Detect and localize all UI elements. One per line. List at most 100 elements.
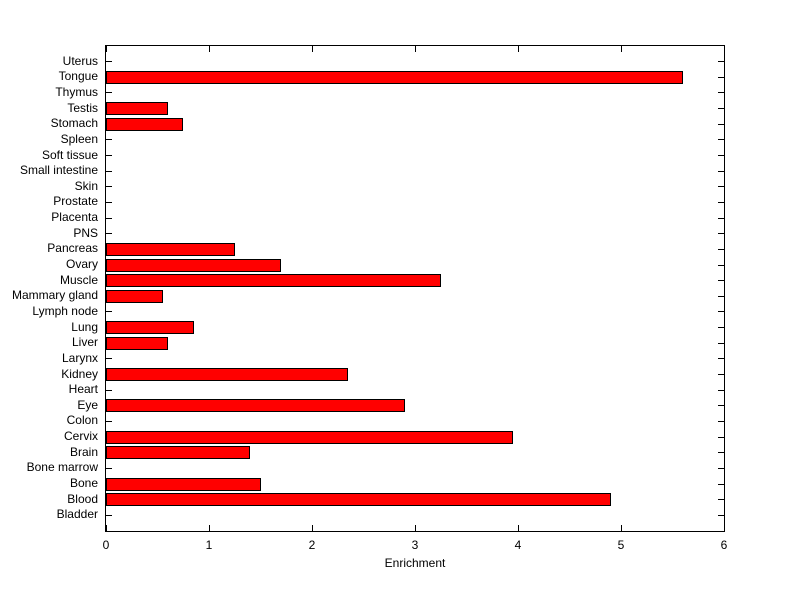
y-tick-label-brain: Brain <box>69 445 98 459</box>
y-tick-label-skin: Skin <box>74 179 98 193</box>
y-tick-label-lung: Lung <box>71 320 98 334</box>
bar-mammary-gland <box>106 290 163 303</box>
y-tick-right-bladder <box>718 515 724 516</box>
y-tick-label-heart: Heart <box>68 382 98 396</box>
x-tick-3 <box>415 525 416 531</box>
y-tick-right-testis <box>718 108 724 109</box>
x-tick-label-5: 5 <box>617 538 625 552</box>
y-tick-bladder <box>106 515 112 516</box>
bar-tongue <box>106 71 683 84</box>
x-tick-top-2 <box>312 46 313 52</box>
plot-area <box>105 45 725 532</box>
y-tick-pns <box>106 233 112 234</box>
y-tick-heart <box>106 390 112 391</box>
bar-eye <box>106 399 405 412</box>
y-tick-right-larynx <box>718 358 724 359</box>
x-axis-title: Enrichment <box>384 556 446 570</box>
y-tick-right-colon <box>718 421 724 422</box>
y-tick-bone-marrow <box>106 468 112 469</box>
y-tick-prostate <box>106 202 112 203</box>
y-tick-spleen <box>106 139 112 140</box>
y-tick-right-eye <box>718 405 724 406</box>
y-tick-lymph-node <box>106 311 112 312</box>
y-tick-right-placenta <box>718 218 724 219</box>
bar-liver <box>106 337 168 350</box>
y-tick-label-thymus: Thymus <box>55 85 98 99</box>
y-tick-right-lung <box>718 327 724 328</box>
bar-kidney <box>106 368 348 381</box>
y-tick-right-mammary-gland <box>718 296 724 297</box>
x-tick-top-3 <box>415 46 416 52</box>
y-tick-right-ovary <box>718 265 724 266</box>
y-tick-label-tongue: Tongue <box>58 69 98 83</box>
y-tick-right-soft-tissue <box>718 155 724 156</box>
x-tick-1 <box>209 525 210 531</box>
y-tick-uterus <box>106 61 112 62</box>
y-tick-label-cervix: Cervix <box>63 429 98 443</box>
y-tick-right-muscle <box>718 280 724 281</box>
y-tick-label-stomach: Stomach <box>50 116 98 130</box>
y-tick-right-brain <box>718 452 724 453</box>
y-tick-thymus <box>106 92 112 93</box>
x-tick-4 <box>518 525 519 531</box>
y-tick-right-pns <box>718 233 724 234</box>
y-tick-right-liver <box>718 343 724 344</box>
y-tick-right-thymus <box>718 92 724 93</box>
x-tick-top-4 <box>518 46 519 52</box>
y-tick-label-mammary-gland: Mammary gland <box>11 288 98 302</box>
y-tick-label-liver: Liver <box>71 335 98 349</box>
y-tick-right-stomach <box>718 124 724 125</box>
y-tick-label-kidney: Kidney <box>61 367 98 381</box>
y-tick-right-lymph-node <box>718 311 724 312</box>
y-tick-label-pns: PNS <box>73 226 98 240</box>
y-tick-right-skin <box>718 186 724 187</box>
y-tick-right-spleen <box>718 139 724 140</box>
bar-blood <box>106 493 611 506</box>
bar-brain <box>106 446 250 459</box>
bar-stomach <box>106 118 183 131</box>
y-tick-right-cervix <box>718 437 724 438</box>
y-tick-soft-tissue <box>106 155 112 156</box>
y-tick-label-soft-tissue: Soft tissue <box>41 148 98 162</box>
y-tick-larynx <box>106 358 112 359</box>
y-tick-label-bladder: Bladder <box>56 507 98 521</box>
y-tick-right-prostate <box>718 202 724 203</box>
y-tick-skin <box>106 186 112 187</box>
bar-lung <box>106 321 194 334</box>
x-tick-top-0 <box>106 46 107 52</box>
x-tick-5 <box>621 525 622 531</box>
x-tick-6 <box>724 525 725 531</box>
y-tick-label-pancreas: Pancreas <box>47 241 98 255</box>
x-tick-2 <box>312 525 313 531</box>
bar-ovary <box>106 259 281 272</box>
bar-pancreas <box>106 243 235 256</box>
bar-muscle <box>106 274 441 287</box>
y-tick-label-placenta: Placenta <box>51 210 98 224</box>
y-tick-right-bone-marrow <box>718 468 724 469</box>
y-tick-placenta <box>106 218 112 219</box>
x-tick-label-6: 6 <box>720 538 728 552</box>
y-tick-right-blood <box>718 499 724 500</box>
y-tick-label-larynx: Larynx <box>61 351 98 365</box>
x-tick-label-3: 3 <box>411 538 419 552</box>
y-tick-right-tongue <box>718 77 724 78</box>
x-tick-top-1 <box>209 46 210 52</box>
y-tick-small-intestine <box>106 171 112 172</box>
y-tick-label-uterus: Uterus <box>62 54 98 68</box>
y-tick-right-heart <box>718 390 724 391</box>
y-tick-label-eye: Eye <box>77 398 98 412</box>
y-tick-label-ovary: Ovary <box>65 257 98 271</box>
y-tick-right-bone <box>718 484 724 485</box>
y-tick-label-lymph-node: Lymph node <box>32 304 98 318</box>
y-tick-right-kidney <box>718 374 724 375</box>
x-tick-top-5 <box>621 46 622 52</box>
x-tick-label-1: 1 <box>205 538 213 552</box>
y-tick-label-blood: Blood <box>67 492 98 506</box>
x-tick-label-0: 0 <box>102 538 110 552</box>
y-tick-label-testis: Testis <box>67 101 98 115</box>
y-tick-label-bone-marrow: Bone marrow <box>26 460 98 474</box>
y-tick-label-small-intestine: Small intestine <box>19 163 98 177</box>
y-tick-label-colon: Colon <box>66 413 98 427</box>
bar-bone <box>106 478 261 491</box>
x-tick-label-4: 4 <box>514 538 522 552</box>
